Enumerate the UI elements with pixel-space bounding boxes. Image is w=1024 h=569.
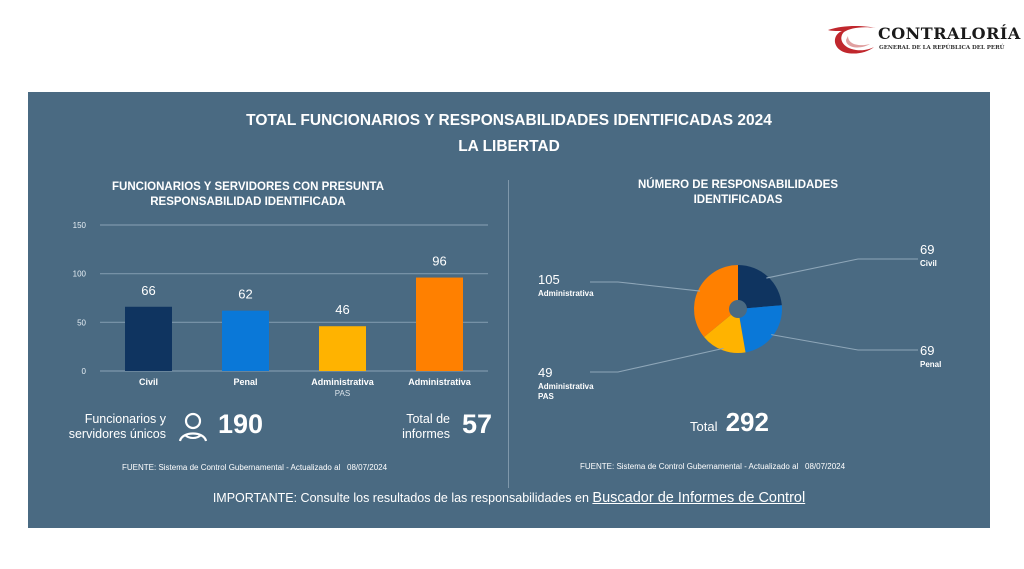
- logo-title: CONTRALORÍA: [878, 24, 1021, 43]
- total-reports-label-line1: Total de: [406, 412, 450, 426]
- pie-chart-title-line1: NÚMERO DE RESPONSABILIDADES: [638, 179, 838, 191]
- report-search-link[interactable]: Buscador de Informes de Control: [592, 490, 806, 506]
- pie-chart-title: NÚMERO DE RESPONSABILIDADES IDENTIFICADA…: [568, 178, 908, 208]
- pie-category-label: Penal: [920, 360, 941, 369]
- bar-value-label: 62: [238, 287, 252, 302]
- pie-category-label: Civil: [920, 259, 937, 268]
- bar-chart-title-line1: FUNCIONARIOS Y SERVIDORES CON PRESUNTA: [112, 181, 384, 193]
- y-tick-label: 0: [82, 367, 87, 376]
- pie-slice: [704, 309, 746, 353]
- pie-leader-line: [590, 281, 701, 292]
- pie-chart: 69Civil69Penal49AdministrativaPAS105Admi…: [538, 242, 941, 401]
- contraloria-logo: CONTRALORÍA GENERAL DE LA REPÚBLICA DEL …: [826, 20, 1020, 60]
- important-text: IMPORTANTE: Consulte los resultados de l…: [212, 491, 593, 505]
- pie-leader-line: [771, 334, 918, 351]
- y-tick-label: 150: [73, 221, 87, 230]
- left-source-text: FUENTE: Sistema de Control Gubernamental…: [122, 463, 341, 472]
- pie-value-label: 105: [538, 272, 560, 287]
- total-reports-label-line2: informes: [402, 427, 450, 441]
- bar: [416, 277, 463, 371]
- left-source-date: 08/07/2024: [347, 463, 388, 472]
- bar-value-label: 96: [432, 254, 446, 269]
- bar-value-label: 46: [335, 302, 349, 317]
- pie-chart-title-line2: IDENTIFICADAS: [693, 194, 783, 206]
- bar-chart-title-line2: RESPONSABILIDAD IDENTIFICADA: [150, 196, 346, 208]
- y-tick-label: 100: [73, 270, 87, 279]
- pie-value-label: 49: [538, 365, 552, 380]
- page-title: TOTAL FUNCIONARIOS Y RESPONSABILIDADES I…: [246, 112, 772, 129]
- total-reports-label: Total de informes: [368, 412, 450, 442]
- total-reports-value: 57: [462, 409, 493, 439]
- y-tick-label: 50: [77, 318, 86, 327]
- x-tick-label: Administrativa: [311, 377, 375, 387]
- left-source-note: FUENTE: Sistema de Control Gubernamental…: [122, 463, 387, 472]
- bar-chart-title: FUNCIONARIOS Y SERVIDORES CON PRESUNTA R…: [68, 180, 428, 210]
- pie-category-label: Administrativa: [538, 289, 594, 298]
- x-tick-label: PAS: [335, 389, 350, 398]
- x-tick-label: Penal: [233, 377, 257, 387]
- right-source-note: FUENTE: Sistema de Control Gubernamental…: [580, 462, 845, 471]
- x-tick-label: Civil: [139, 377, 158, 387]
- pie-value-label: 69: [920, 242, 934, 257]
- bar-value-label: 66: [141, 283, 155, 298]
- right-source-date: 08/07/2024: [805, 462, 846, 471]
- bar-chart: 0 50 100 150 66 Civil 62 Penal 46 Administrativa P…: [73, 221, 488, 398]
- pie-hole: [729, 300, 747, 318]
- pie-slice: [694, 265, 738, 337]
- pie-value-label: 69: [920, 343, 934, 358]
- person-icon: [178, 412, 208, 442]
- logo-subtitle: GENERAL DE LA REPÚBLICA DEL PERÚ: [879, 45, 1005, 51]
- bar: [319, 326, 366, 371]
- pie-slice: [738, 265, 782, 309]
- right-source-text: FUENTE: Sistema de Control Gubernamental…: [580, 462, 799, 471]
- unique-officials-label-line1: Funcionarios y: [84, 412, 166, 426]
- logo-swoosh-icon: [828, 26, 876, 54]
- unique-officials-value: 190: [218, 409, 264, 439]
- total-responsibilities: Total 292: [690, 407, 769, 438]
- bar: [125, 306, 172, 371]
- unique-officials-label: Funcionarios y servidores únicos: [50, 412, 166, 442]
- total-value: 292: [725, 407, 769, 437]
- pie-leader-line: [766, 258, 918, 279]
- region-title: LA LIBERTAD: [458, 138, 560, 155]
- total-label: Total: [690, 419, 718, 434]
- pie-slice: [738, 305, 782, 353]
- bar: [222, 310, 269, 371]
- pie-category-label: PAS: [538, 392, 555, 401]
- important-note: IMPORTANTE: Consulte los resultados de l…: [28, 490, 990, 506]
- x-tick-label: Administrativa: [408, 377, 472, 387]
- dashboard-panel: TOTAL FUNCIONARIOS Y RESPONSABILIDADES I…: [28, 92, 990, 528]
- pie-leader-line: [590, 347, 724, 373]
- section-divider: [508, 180, 509, 488]
- pie-category-label: Administrativa: [538, 382, 594, 391]
- unique-officials-label-line2: servidores únicos: [68, 427, 166, 441]
